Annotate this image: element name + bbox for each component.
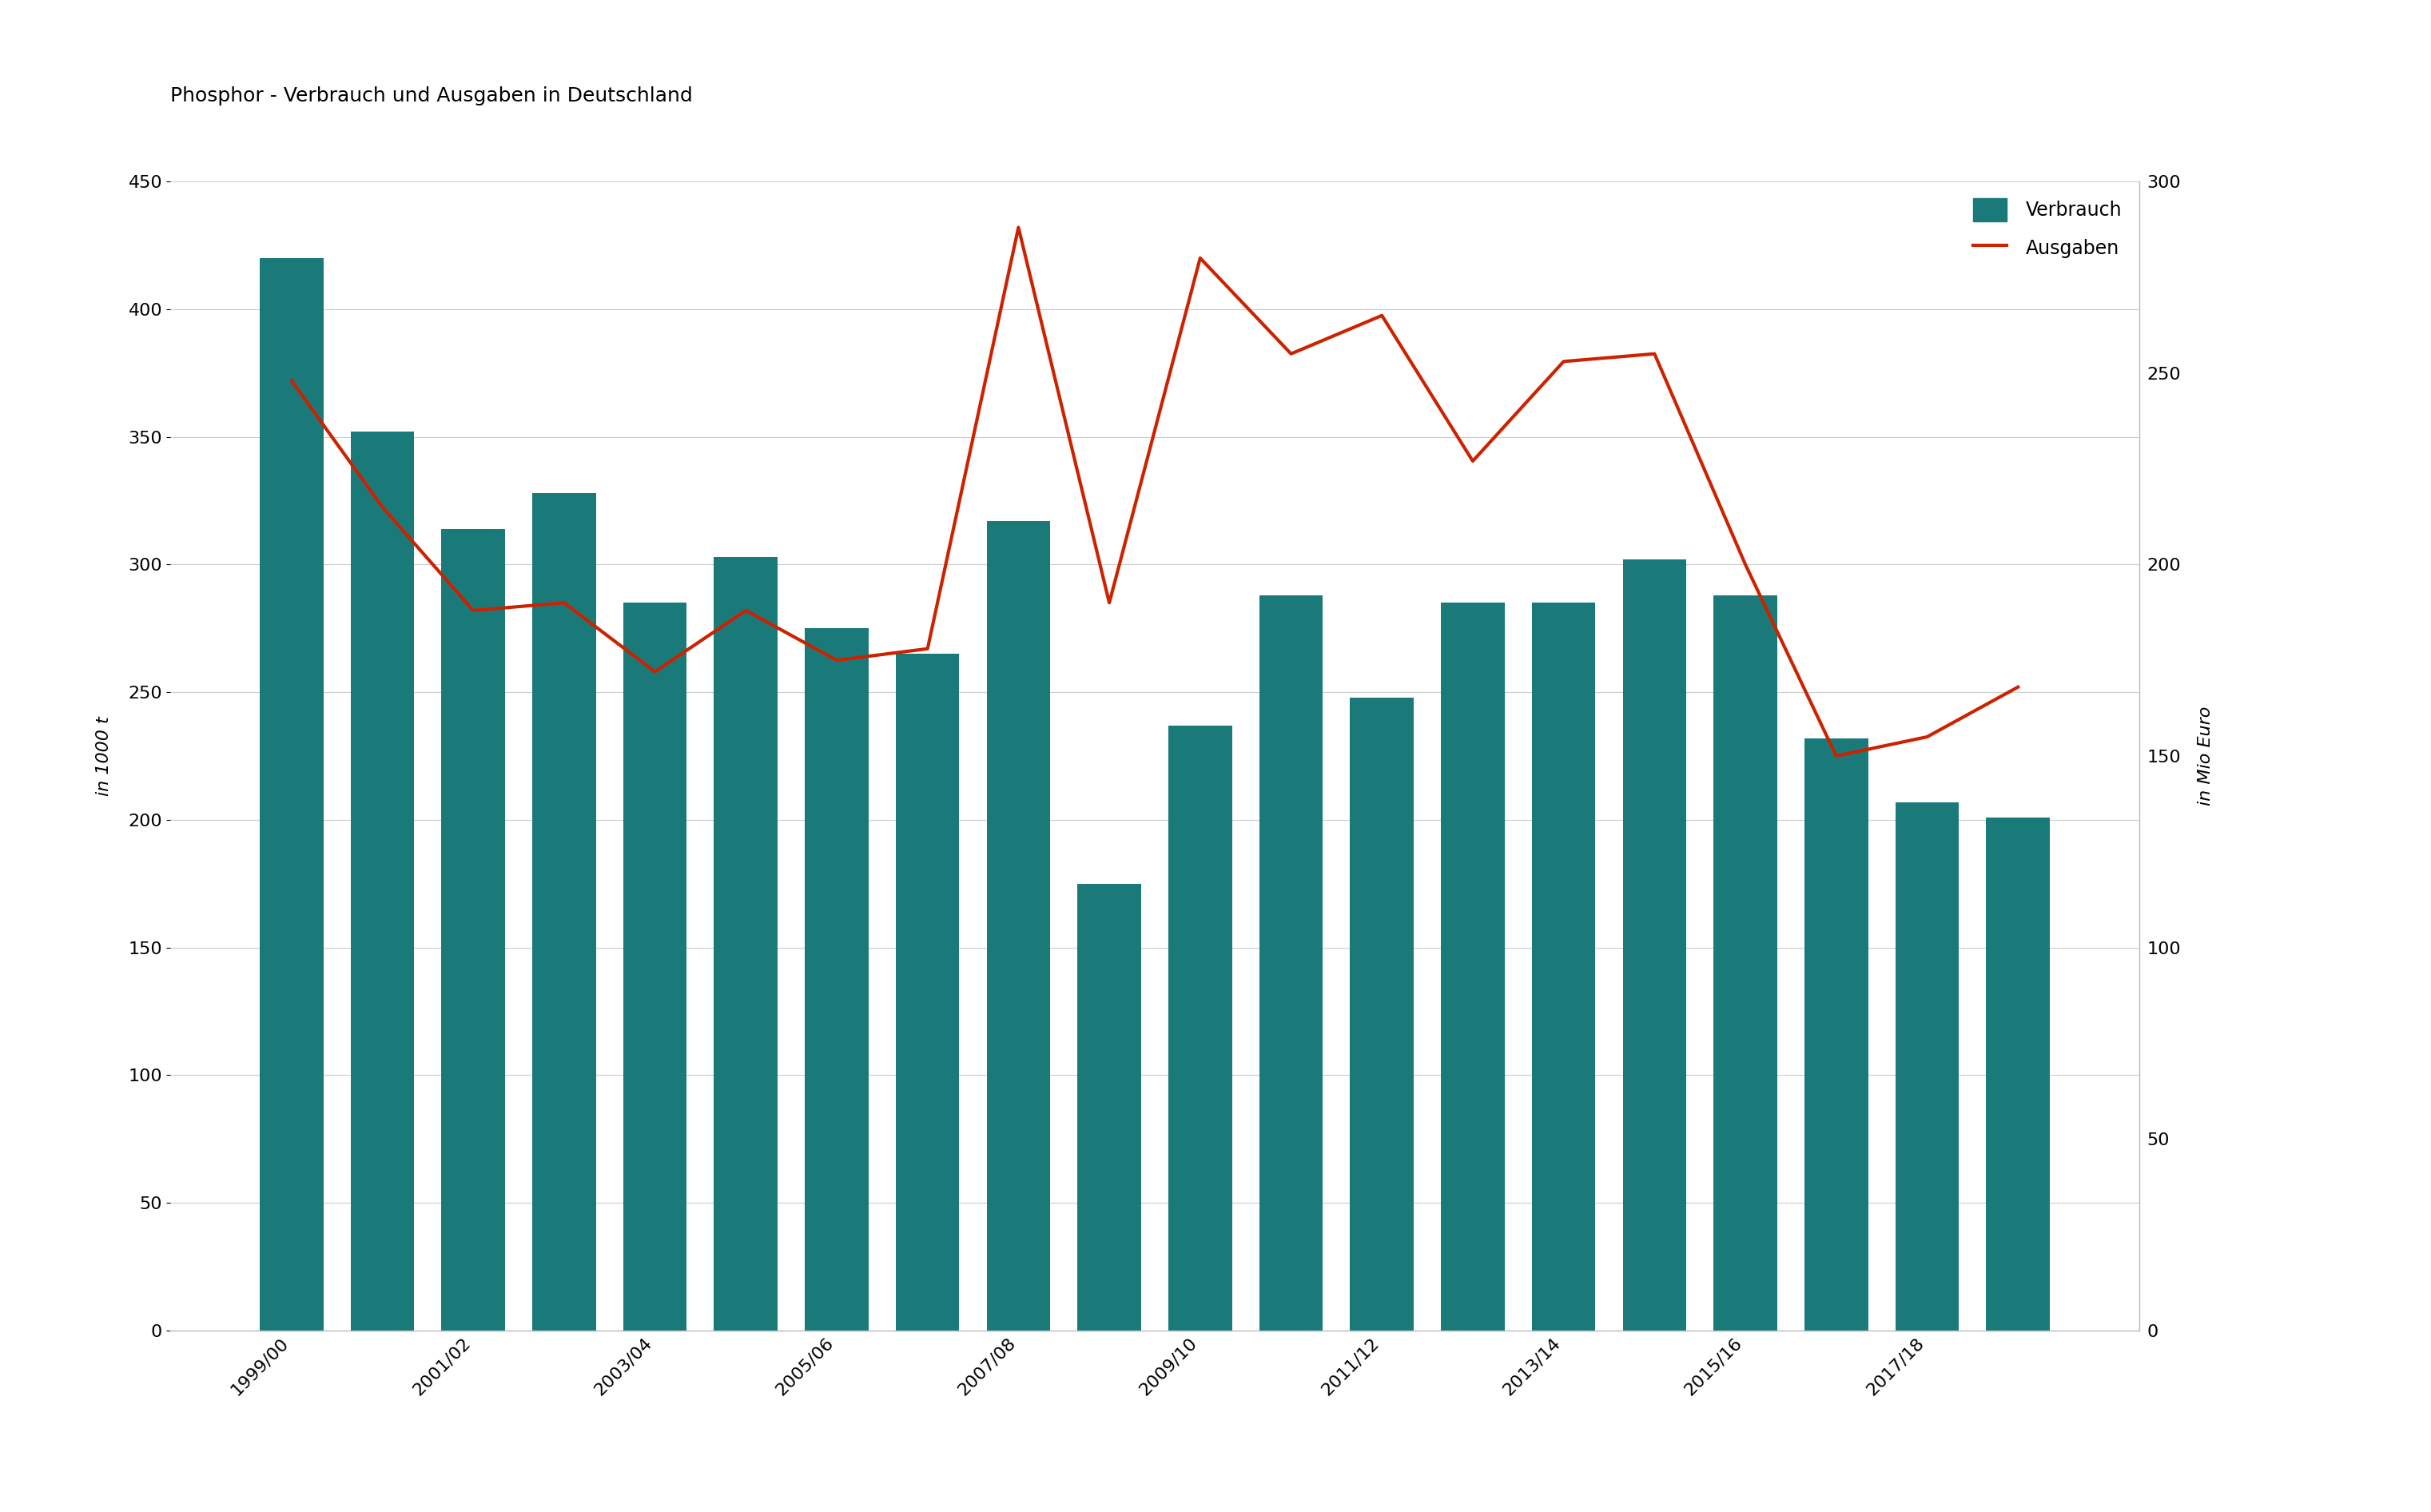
Bar (1714, 596, 1777, 1331)
Bar (1804, 738, 1867, 1331)
Bar (805, 629, 868, 1331)
Y-axis label: in Mio Euro: in Mio Euro (2198, 706, 2215, 806)
Bar (715, 556, 778, 1331)
Bar (1896, 801, 1959, 1331)
Bar (532, 493, 596, 1331)
Bar (1624, 559, 1687, 1331)
Bar (622, 603, 686, 1331)
Bar (1986, 818, 2049, 1331)
Legend: Verbrauch, Ausgaben: Verbrauch, Ausgaben (1967, 191, 2130, 268)
Bar (1259, 596, 1322, 1331)
Bar (1532, 603, 1595, 1331)
Bar (442, 529, 506, 1331)
Bar (1349, 697, 1415, 1331)
Bar (1442, 603, 1505, 1331)
Bar (350, 432, 413, 1331)
Bar (1169, 726, 1233, 1331)
Text: Phosphor - Verbrauch und Ausgaben in Deutschland: Phosphor - Verbrauch und Ausgaben in Deu… (170, 86, 693, 106)
Y-axis label: in 1000 t: in 1000 t (95, 717, 112, 795)
Bar (1077, 883, 1140, 1331)
Bar (987, 522, 1050, 1331)
Bar (260, 259, 323, 1331)
Bar (895, 653, 960, 1331)
